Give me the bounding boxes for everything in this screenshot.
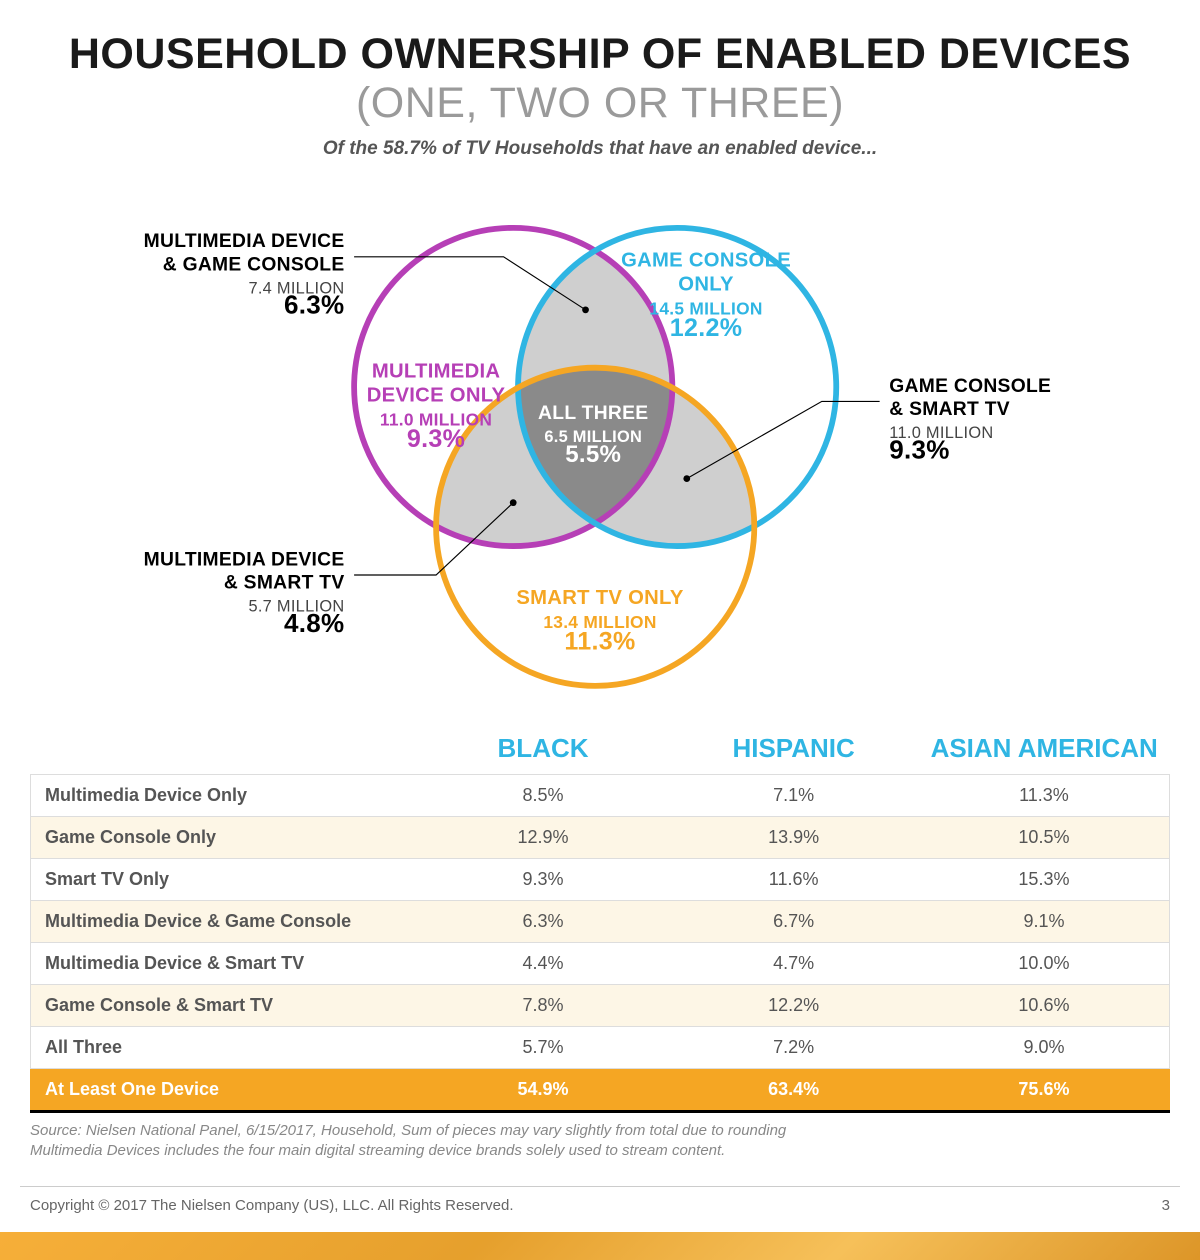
cell-value: 9.1% <box>919 901 1170 943</box>
source-line-2: Multimedia Devices includes the four mai… <box>30 1141 1170 1161</box>
svg-text:12.2%: 12.2% <box>670 314 743 342</box>
cell-value: 11.6% <box>668 859 919 901</box>
label-smarttv-only: SMART TV ONLY13.4 MILLION11.3% <box>516 587 683 655</box>
page: HOUSEHOLD OWNERSHIP OF ENABLED DEVICES (… <box>0 0 1200 1232</box>
cell-value: 4.7% <box>668 943 919 985</box>
page-subtitle: Of the 58.7% of TV Households that have … <box>20 138 1180 160</box>
cell-value: 6.7% <box>668 901 919 943</box>
svg-text:MULTIMEDIA: MULTIMEDIA <box>372 360 501 382</box>
cell-value: 13.9% <box>668 817 919 859</box>
title-sub: (ONE, TWO OR THREE) <box>356 79 844 127</box>
row-label: Multimedia Device & Smart TV <box>31 943 418 985</box>
page-footer: Copyright © 2017 The Nielsen Company (US… <box>20 1187 1180 1232</box>
table-row: Smart TV Only9.3%11.6%15.3% <box>31 859 1170 901</box>
column-header: BLACK <box>418 725 669 775</box>
data-table: BLACKHISPANICASIAN AMERICANMultimedia De… <box>30 725 1170 1110</box>
row-label: Multimedia Device & Game Console <box>31 901 418 943</box>
cell-value: 9.0% <box>919 1027 1170 1069</box>
table-header-row: BLACKHISPANICASIAN AMERICAN <box>31 725 1170 775</box>
svg-text:9.3%: 9.3% <box>889 434 949 464</box>
cell-value: 7.2% <box>668 1027 919 1069</box>
svg-text:11.3%: 11.3% <box>564 627 635 655</box>
svg-text:5.5%: 5.5% <box>565 441 621 468</box>
cell-value: 12.9% <box>418 817 669 859</box>
table-total-row: At Least One Device54.9%63.4%75.6% <box>31 1069 1170 1111</box>
cell-value: 6.3% <box>418 901 669 943</box>
table-row: Game Console & Smart TV7.8%12.2%10.6% <box>31 985 1170 1027</box>
label-gc-st: GAME CONSOLE& SMART TV11.0 MILLION9.3% <box>889 376 1051 465</box>
svg-text:GAME CONSOLE: GAME CONSOLE <box>889 376 1051 397</box>
svg-text:4.8%: 4.8% <box>284 608 344 638</box>
venn-diagram: MULTIMEDIADEVICE ONLY11.0 MILLION9.3%GAM… <box>20 170 1180 715</box>
table-bottom-rule <box>30 1110 1170 1113</box>
decorative-band <box>0 1232 1200 1260</box>
label-mm-st: MULTIMEDIA DEVICE& SMART TV5.7 MILLION4.… <box>144 549 345 638</box>
column-header: HISPANIC <box>668 725 919 775</box>
table-row: All Three5.7%7.2%9.0% <box>31 1027 1170 1069</box>
cell-value: 11.3% <box>919 775 1170 817</box>
source-line-1: Source: Nielsen National Panel, 6/15/201… <box>30 1121 1170 1141</box>
svg-text:6.3%: 6.3% <box>284 290 344 320</box>
svg-text:MULTIMEDIA DEVICE: MULTIMEDIA DEVICE <box>144 549 345 570</box>
cell-value: 5.7% <box>418 1027 669 1069</box>
row-label: Multimedia Device Only <box>31 775 418 817</box>
table-row: Game Console Only12.9%13.9%10.5% <box>31 817 1170 859</box>
svg-text:GAME CONSOLE: GAME CONSOLE <box>621 249 791 271</box>
svg-text:ALL THREE: ALL THREE <box>538 403 648 424</box>
cell-value: 63.4% <box>668 1069 919 1111</box>
row-label: Game Console & Smart TV <box>31 985 418 1027</box>
column-header: ASIAN AMERICAN <box>919 725 1170 775</box>
table-row: Multimedia Device Only8.5%7.1%11.3% <box>31 775 1170 817</box>
row-label: Game Console Only <box>31 817 418 859</box>
cell-value: 15.3% <box>919 859 1170 901</box>
cell-value: 12.2% <box>668 985 919 1027</box>
cell-value: 75.6% <box>919 1069 1170 1111</box>
svg-text:DEVICE ONLY: DEVICE ONLY <box>367 384 506 406</box>
page-title: HOUSEHOLD OWNERSHIP OF ENABLED DEVICES (… <box>20 30 1180 128</box>
source-note: Source: Nielsen National Panel, 6/15/201… <box>30 1121 1170 1162</box>
cell-value: 10.5% <box>919 817 1170 859</box>
copyright-text: Copyright © 2017 The Nielsen Company (US… <box>30 1197 514 1214</box>
cell-value: 10.0% <box>919 943 1170 985</box>
row-label: At Least One Device <box>31 1069 418 1111</box>
cell-value: 10.6% <box>919 985 1170 1027</box>
cell-value: 4.4% <box>418 943 669 985</box>
svg-text:& SMART TV: & SMART TV <box>889 399 1010 420</box>
row-label: Smart TV Only <box>31 859 418 901</box>
svg-text:SMART TV ONLY: SMART TV ONLY <box>516 587 683 609</box>
label-mm-gc: MULTIMEDIA DEVICE& GAME CONSOLE7.4 MILLI… <box>144 231 345 320</box>
svg-text:9.3%: 9.3% <box>407 425 465 453</box>
cell-value: 7.8% <box>418 985 669 1027</box>
svg-text:& SMART TV: & SMART TV <box>224 573 345 594</box>
row-label: All Three <box>31 1027 418 1069</box>
title-main: HOUSEHOLD OWNERSHIP OF ENABLED DEVICES <box>69 30 1131 78</box>
table-row: Multimedia Device & Game Console6.3%6.7%… <box>31 901 1170 943</box>
cell-value: 7.1% <box>668 775 919 817</box>
cell-value: 8.5% <box>418 775 669 817</box>
page-number: 3 <box>1162 1197 1170 1214</box>
svg-text:ONLY: ONLY <box>678 274 734 296</box>
svg-text:MULTIMEDIA DEVICE: MULTIMEDIA DEVICE <box>144 231 345 252</box>
svg-text:& GAME CONSOLE: & GAME CONSOLE <box>163 254 345 275</box>
cell-value: 9.3% <box>418 859 669 901</box>
cell-value: 54.9% <box>418 1069 669 1111</box>
table-row: Multimedia Device & Smart TV4.4%4.7%10.0… <box>31 943 1170 985</box>
